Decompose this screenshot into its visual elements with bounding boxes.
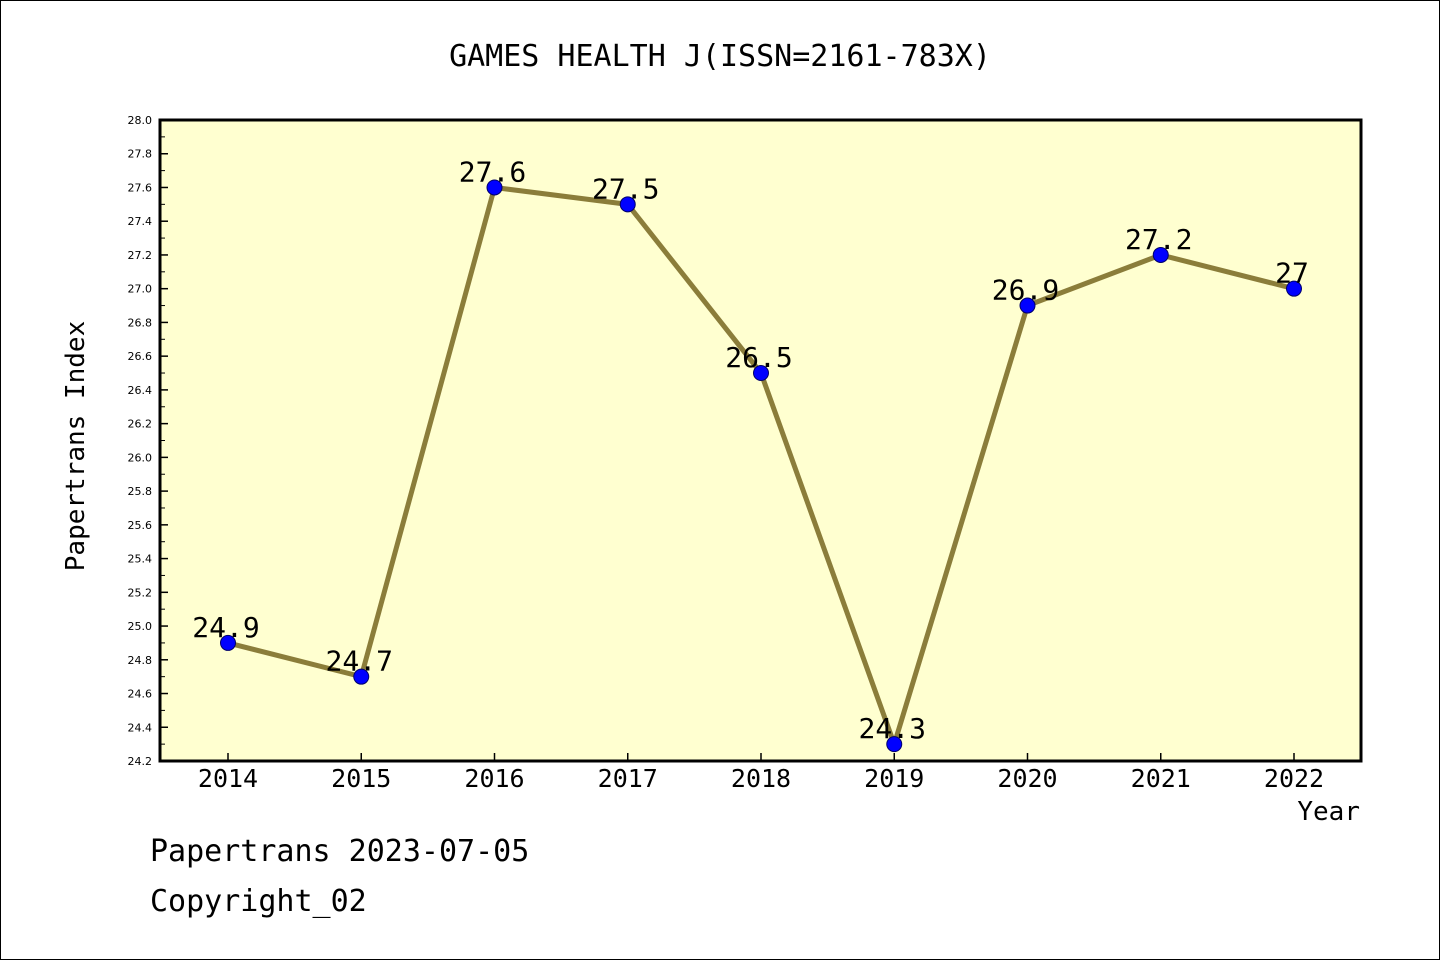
chart-title: GAMES HEALTH J(ISSN=2161-783X) (449, 39, 991, 74)
y-tick-label: 24.6 (128, 688, 153, 701)
x-tick-label: 2021 (1131, 764, 1191, 793)
data-labels: 24.9 24.7 27.6 27.5 26.5 24.3 26.9 27.2 27 (192, 155, 1309, 745)
y-tick-label: 26.8 (128, 316, 153, 329)
y-tick-label: 26.6 (128, 350, 153, 363)
x-tick-label: 2020 (997, 764, 1057, 793)
y-tick-label: 24.8 (128, 654, 153, 667)
y-tick-label: 25.2 (128, 586, 153, 599)
y-tick-label: 24.2 (128, 755, 153, 768)
data-label: 24.3 (859, 712, 926, 745)
data-point (1286, 280, 1302, 297)
x-axis: 2014 2015 2016 2017 2018 2019 2020 2021 2022 (198, 753, 1324, 793)
y-axis-label: Papertrans Index (61, 321, 91, 571)
data-label: 24.9 (192, 611, 259, 644)
data-point (753, 365, 769, 382)
data-label: 24.7 (326, 645, 393, 678)
y-tick-label: 25.8 (128, 485, 153, 498)
x-axis-label: Year (1297, 797, 1360, 827)
y-tick-label: 27.8 (128, 148, 153, 161)
y-tick-label: 25.4 (128, 553, 153, 566)
data-point (353, 668, 370, 685)
data-label: 27.5 (592, 172, 659, 205)
data-label: 27 (1275, 257, 1309, 290)
footer-date: Papertrans 2023-07-05 (150, 834, 530, 869)
data-label: 26.9 (992, 274, 1059, 307)
y-axis: 24.2 24.4 24.6 24.8 25.0 25.2 25.4 25.6 25.8 26.0… (128, 114, 168, 768)
data-point (1019, 297, 1036, 314)
data-point (1152, 246, 1169, 263)
data-label: 26.5 (725, 341, 792, 374)
data-point (486, 179, 503, 196)
data-point (619, 196, 636, 213)
footer-copyright: Copyright_02 (150, 884, 367, 919)
y-tick-label: 27.0 (128, 283, 153, 296)
plot-area (160, 120, 1361, 761)
y-tick-label: 28.0 (128, 114, 153, 127)
x-tick-label: 2014 (198, 764, 258, 793)
x-tick-label: 2019 (864, 764, 924, 793)
plot-border (158, 118, 1363, 763)
y-tick-label: 25.6 (128, 519, 153, 532)
y-tick-label: 25.0 (128, 620, 153, 633)
x-tick-label: 2015 (331, 764, 391, 793)
x-tick-label: 2018 (731, 764, 791, 793)
y-tick-label: 27.6 (128, 181, 153, 194)
x-tick-label: 2017 (598, 764, 658, 793)
data-markers (220, 179, 1302, 753)
x-tick-label: 2022 (1264, 764, 1324, 793)
y-tick-label: 26.0 (128, 451, 153, 464)
data-label: 27.2 (1125, 223, 1192, 256)
data-point (886, 736, 903, 753)
y-tick-label: 26.2 (128, 418, 153, 431)
y-tick-label: 27.4 (128, 215, 153, 228)
y-tick-label: 27.2 (128, 249, 153, 262)
data-point (220, 634, 236, 651)
data-label: 27.6 (459, 155, 526, 188)
y-tick-label: 24.4 (128, 721, 153, 734)
x-tick-label: 2016 (464, 764, 524, 793)
y-tick-label: 26.4 (128, 384, 153, 397)
